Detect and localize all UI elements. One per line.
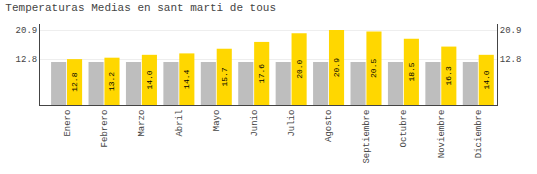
svg-text:20.0: 20.0 <box>295 59 304 78</box>
svg-text:17.6: 17.6 <box>257 64 266 83</box>
svg-text:12.8: 12.8 <box>70 72 79 91</box>
svg-text:12.8: 12.8 <box>500 55 522 65</box>
svg-text:16.3: 16.3 <box>444 66 453 85</box>
svg-text:20.9: 20.9 <box>16 26 38 36</box>
svg-text:Abril: Abril <box>175 110 185 137</box>
svg-text:Temperaturas Medias en sant ma: Temperaturas Medias en sant marti de tou… <box>5 2 276 14</box>
svg-text:15.7: 15.7 <box>220 67 229 86</box>
svg-text:Enero: Enero <box>63 110 73 137</box>
svg-text:Julio: Julio <box>287 110 297 137</box>
svg-text:18.5: 18.5 <box>407 62 416 81</box>
svg-text:14.4: 14.4 <box>182 69 191 88</box>
svg-text:12.8: 12.8 <box>16 55 38 65</box>
svg-text:Diciembre: Diciembre <box>474 110 484 159</box>
svg-text:Marzo: Marzo <box>137 110 147 137</box>
svg-text:Mayo: Mayo <box>212 110 222 132</box>
svg-text:Septiembre: Septiembre <box>362 110 372 164</box>
svg-text:20.9: 20.9 <box>332 58 341 77</box>
svg-text:Junio: Junio <box>250 110 260 137</box>
svg-text:Octubre: Octubre <box>399 110 409 148</box>
svg-text:Febrero: Febrero <box>100 110 110 148</box>
svg-text:13.2: 13.2 <box>107 72 116 91</box>
svg-text:14.0: 14.0 <box>482 70 491 89</box>
svg-text:Agosto: Agosto <box>325 110 335 142</box>
svg-text:14.0: 14.0 <box>145 70 154 89</box>
svg-text:20.9: 20.9 <box>500 26 522 36</box>
svg-text:20.5: 20.5 <box>369 59 378 78</box>
svg-text:Noviembre: Noviembre <box>437 110 447 159</box>
